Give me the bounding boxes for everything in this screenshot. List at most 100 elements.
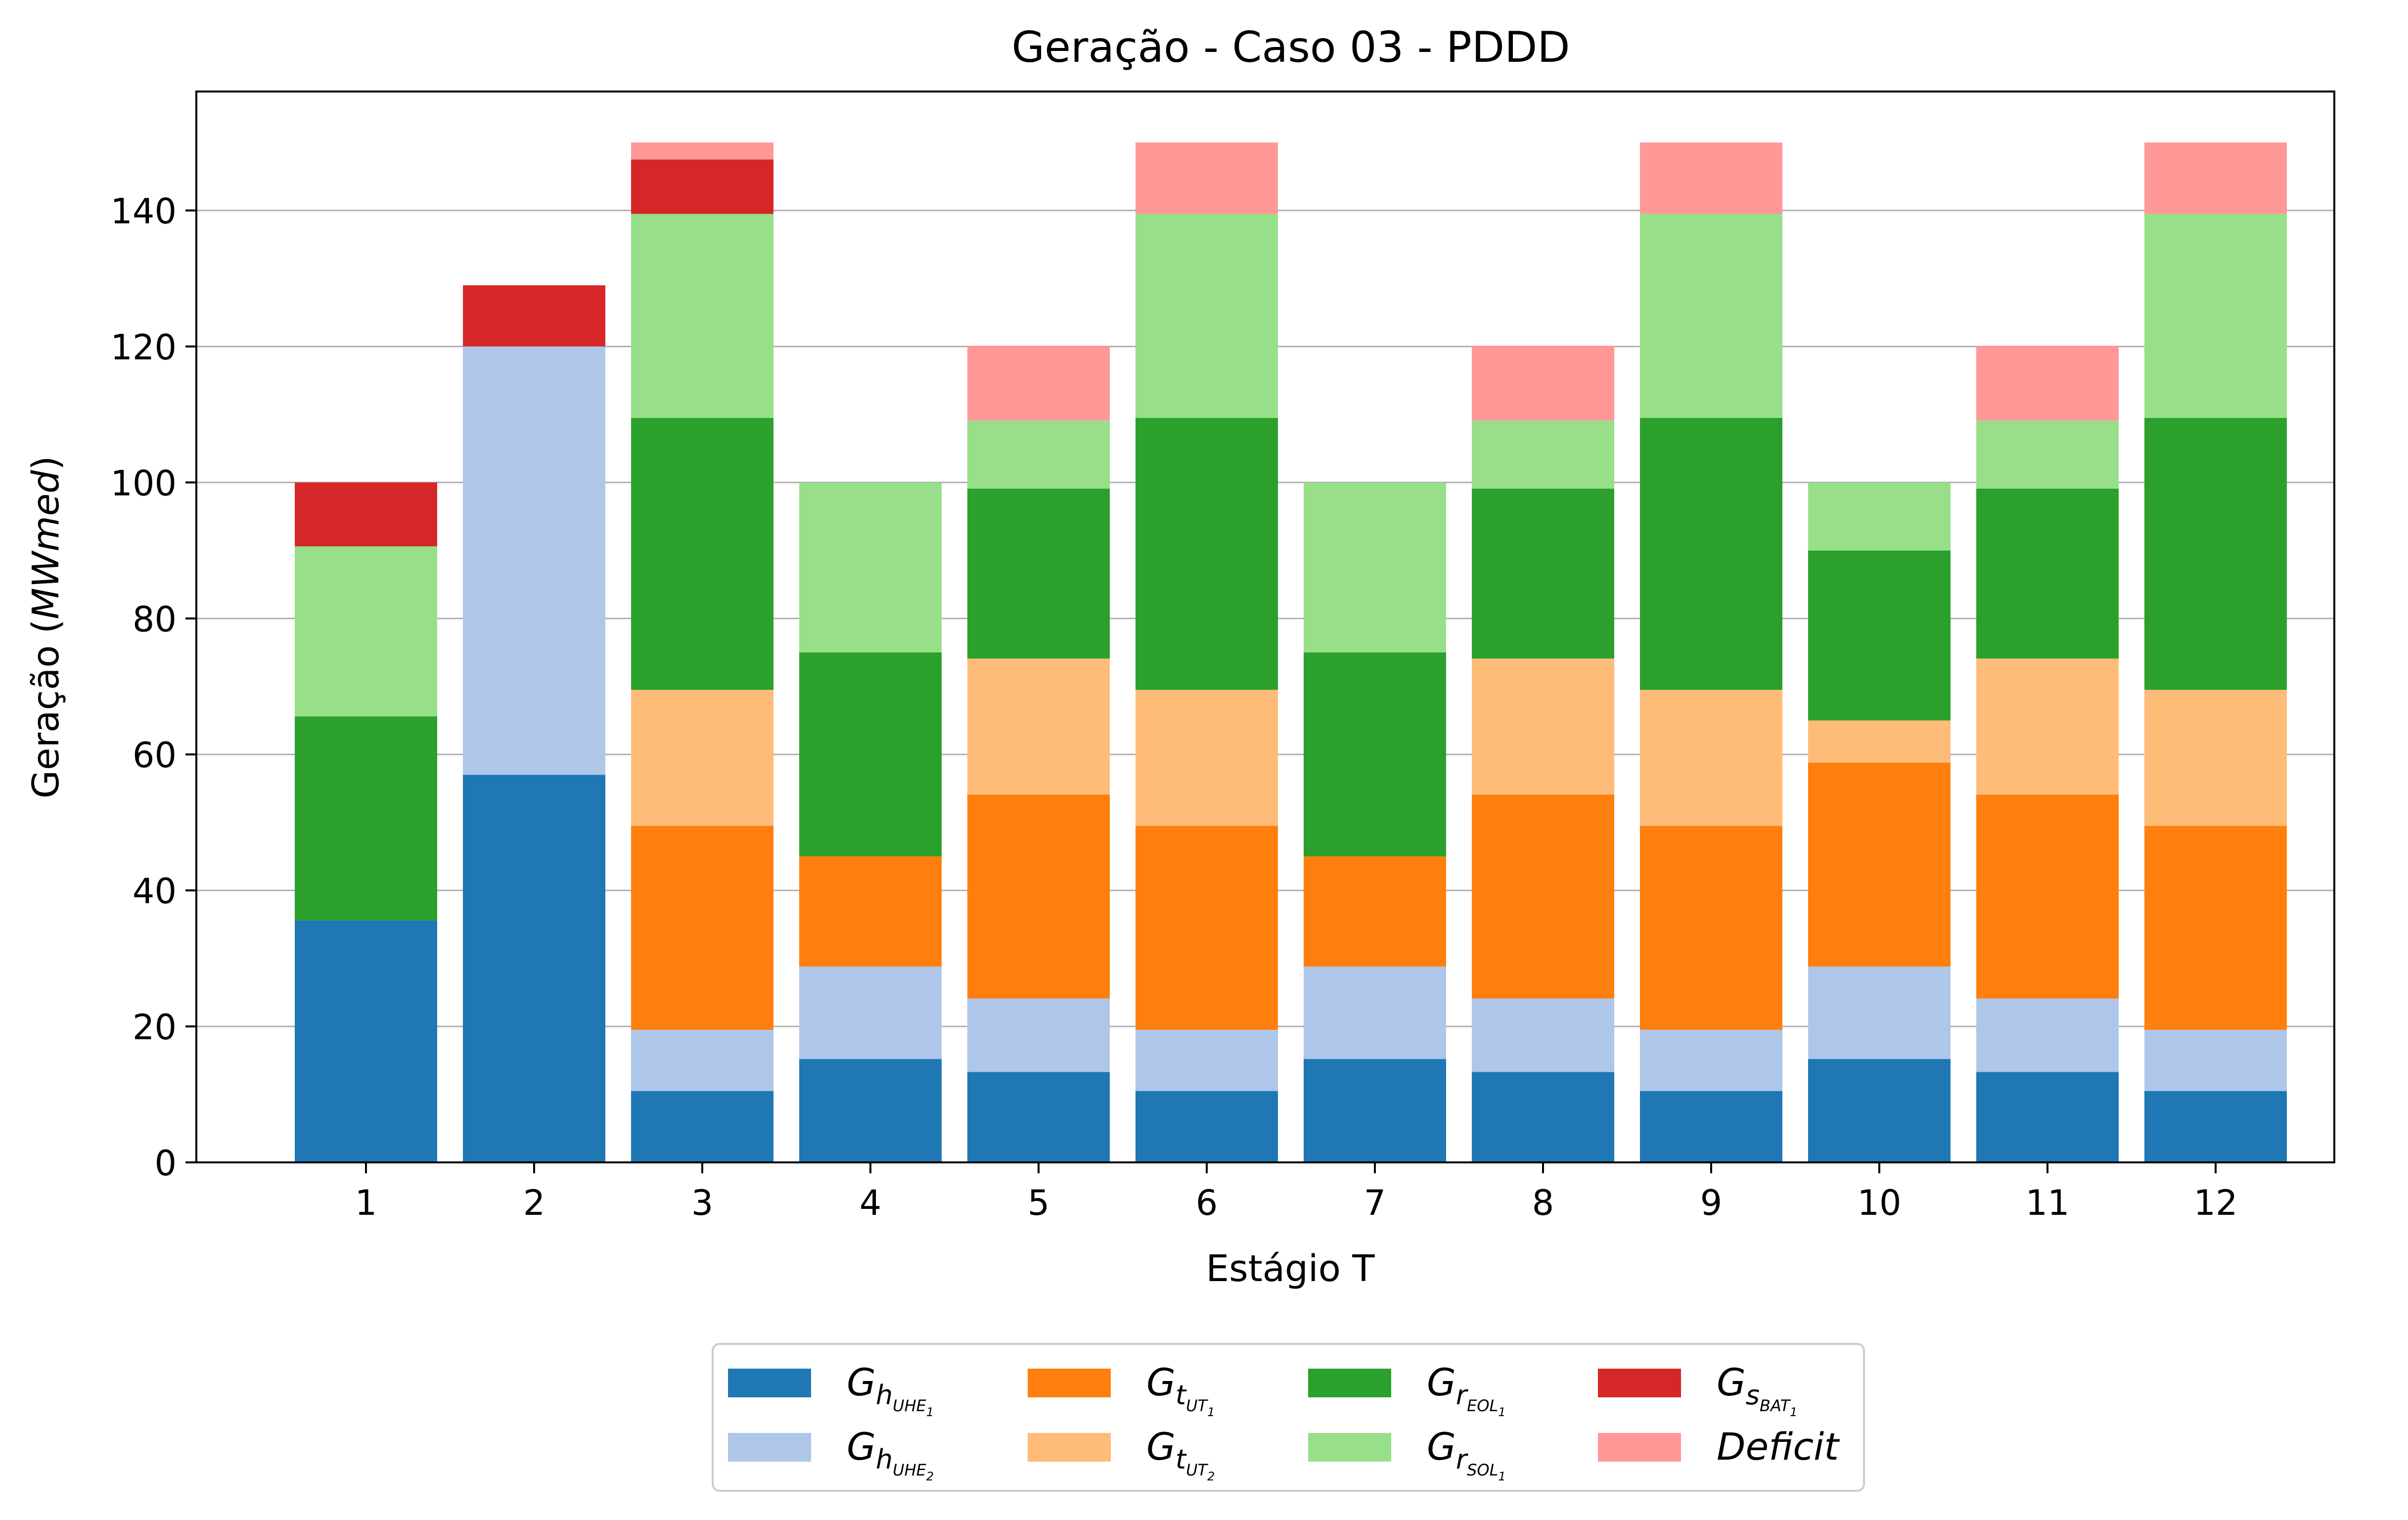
bar-gt_ut1-4	[799, 856, 942, 967]
bar-gr_sol1-3	[631, 214, 773, 418]
y-tick-label: 80	[133, 599, 177, 640]
x-tick-label: 6	[1196, 1183, 1218, 1223]
bar-gh_uhe1-4	[799, 1059, 942, 1162]
chart-title: Geração - Caso 03 - PDDD	[1011, 23, 1570, 72]
x-axis-ticks: 1 2 3 4 5 6 7 8 9 10 11 12	[355, 1162, 2238, 1223]
bar-deficit-5	[967, 346, 1110, 421]
bar-gh_uhe1-11	[1976, 1072, 2119, 1162]
bar-gt_ut2-12	[2144, 690, 2287, 826]
y-tick-label: 40	[133, 871, 177, 912]
bar-gt_ut2-8	[1472, 658, 1614, 795]
bar-gh_uhe2-10	[1808, 967, 1951, 1059]
bar-gh_uhe1-12	[2144, 1091, 2287, 1162]
legend-swatch-gt_ut2	[1028, 1433, 1111, 1462]
bar-gt_ut1-12	[2144, 826, 2287, 1030]
bar-gh_uhe2-3	[631, 1029, 773, 1091]
bar-gt_ut1-11	[1976, 794, 2119, 999]
legend-swatch-deficit	[1598, 1433, 1681, 1462]
bar-gr_sol1-11	[1976, 420, 2119, 489]
bar-gr_sol1-10	[1808, 482, 1951, 551]
bar-gh_uhe2-9	[1640, 1029, 1782, 1091]
legend-label-gt_ut2: GtUT2	[1146, 1425, 1215, 1483]
legend-label-deficit: Deficit	[1717, 1425, 1840, 1469]
bar-gr_eol1-5	[967, 488, 1110, 659]
bar-deficit-11	[1976, 346, 2119, 421]
bar-gt_ut1-8	[1472, 794, 1614, 999]
bar-gt_ut1-10	[1808, 762, 1951, 967]
bar-gt_ut2-11	[1976, 658, 2119, 795]
bar-gr_eol1-4	[799, 652, 942, 857]
y-tick-label: 0	[154, 1143, 177, 1184]
legend-label-gr_sol1: GrSOL1	[1427, 1425, 1506, 1483]
bar-gr_sol1-1	[295, 546, 437, 717]
legend-frame	[712, 1343, 1865, 1492]
bar-gh_uhe2-6	[1136, 1029, 1278, 1091]
bar-gh_uhe1-5	[967, 1072, 1110, 1162]
bar-gs_bat1-2	[463, 285, 605, 347]
bar-deficit-9	[1640, 142, 1782, 214]
bar-gh_uhe2-8	[1472, 998, 1614, 1072]
x-tick-label: 2	[523, 1183, 545, 1223]
legend-swatch-gr_eol1	[1308, 1369, 1391, 1397]
legend-swatch-gh_uhe1	[728, 1369, 811, 1397]
bar-gr_eol1-9	[1640, 417, 1782, 690]
bar-gt_ut1-7	[1304, 856, 1446, 967]
legend-label-gr_eol1: GrEOL1	[1427, 1360, 1506, 1419]
x-tick-label: 9	[1700, 1183, 1723, 1223]
y-tick-label: 100	[110, 463, 177, 504]
x-tick-label: 5	[1028, 1183, 1050, 1223]
bar-gh_uhe1-10	[1808, 1059, 1951, 1162]
bar-deficit-12	[2144, 142, 2287, 214]
bar-gt_ut1-6	[1136, 826, 1278, 1030]
x-tick-label: 4	[860, 1183, 882, 1223]
bar-gr_sol1-9	[1640, 214, 1782, 418]
bar-gt_ut2-9	[1640, 690, 1782, 826]
legend-label-gt_ut1: GtUT1	[1146, 1360, 1215, 1419]
bar-gh_uhe1-8	[1472, 1072, 1614, 1162]
y-tick-label: 120	[110, 327, 177, 368]
y-tick-label: 20	[133, 1007, 177, 1048]
x-tick-label: 10	[1857, 1183, 1901, 1223]
x-tick-label: 8	[1532, 1183, 1554, 1223]
bar-gt_ut1-5	[967, 794, 1110, 999]
legend-label-gs_bat1: GsBAT1	[1717, 1360, 1797, 1419]
x-tick-label: 1	[355, 1183, 377, 1223]
bar-gt_ut1-9	[1640, 826, 1782, 1030]
x-tick-label: 11	[2025, 1183, 2069, 1223]
legend-label-gh_uhe1: GhUHE1	[847, 1360, 934, 1419]
bar-gh_uhe1-6	[1136, 1091, 1278, 1162]
y-axis-label-unit: MWmed	[25, 469, 67, 619]
bar-gh_uhe1-3	[631, 1091, 773, 1162]
bar-gh_uhe1-7	[1304, 1059, 1446, 1162]
bar-gh_uhe1-9	[1640, 1091, 1782, 1162]
bar-gh_uhe2-2	[463, 346, 605, 775]
bar-gh_uhe2-11	[1976, 998, 2119, 1072]
legend: GhUHE1 GhUHE2 GtUT1 GtUT2 GrEOL1 GrSOL1 GsBAT1…	[712, 1343, 1865, 1492]
bar-gs_bat1-1	[295, 482, 437, 547]
bar-gr_sol1-6	[1136, 214, 1278, 418]
bar-gr_eol1-12	[2144, 417, 2287, 690]
y-tick-label: 140	[110, 191, 177, 232]
plot-frame	[195, 91, 2335, 1163]
bar-deficit-8	[1472, 346, 1614, 421]
x-tick-label: 7	[1364, 1183, 1386, 1223]
y-axis-ticks: 0 20 40 60 80 100 120 140	[110, 191, 196, 1184]
bar-gt_ut1-3	[631, 826, 773, 1030]
bar-gh_uhe2-12	[2144, 1029, 2287, 1091]
x-tick-label: 3	[691, 1183, 714, 1223]
legend-label-gh_uhe2: GhUHE2	[847, 1425, 934, 1483]
bars	[295, 142, 2287, 1162]
bar-gt_ut2-5	[967, 658, 1110, 795]
bar-gs_bat1-3	[631, 159, 773, 214]
bar-gt_ut2-3	[631, 690, 773, 826]
bar-gr_sol1-4	[799, 482, 942, 653]
bar-gh_uhe2-4	[799, 967, 942, 1059]
bar-gr_eol1-3	[631, 417, 773, 690]
bar-gr_sol1-8	[1472, 420, 1614, 489]
bar-deficit-6	[1136, 142, 1278, 214]
x-axis-label: Estágio T	[1206, 1247, 1375, 1290]
bar-gr_eol1-6	[1136, 417, 1278, 690]
y-axis-label-suffix: )	[25, 456, 67, 470]
bar-gr_eol1-10	[1808, 550, 1951, 721]
